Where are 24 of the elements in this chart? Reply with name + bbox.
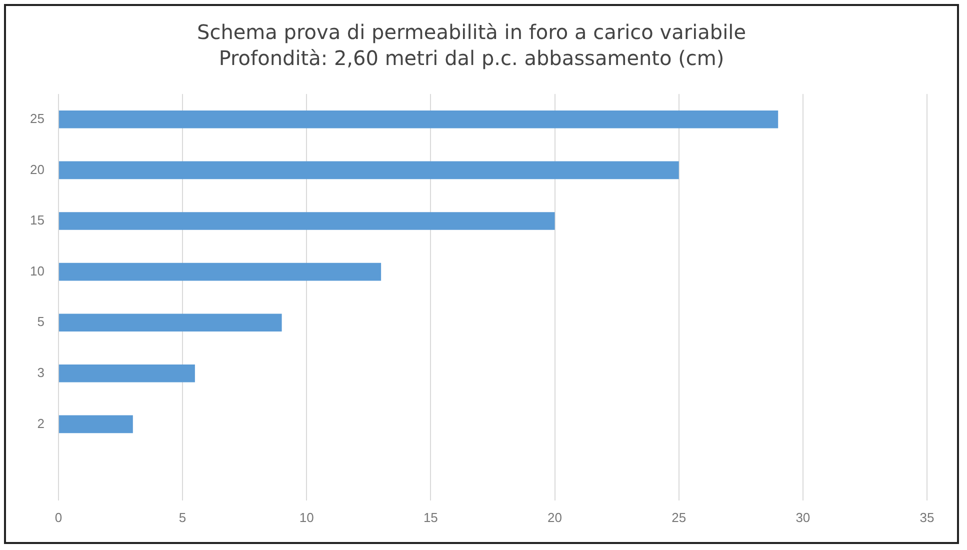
y-tick-label: 3 [37, 364, 44, 380]
bar [58, 110, 778, 128]
bar [58, 161, 679, 180]
y-tick-label: 20 [30, 162, 44, 177]
x-tick-label: 15 [423, 510, 438, 525]
y-tick-label: 5 [37, 314, 44, 330]
x-tick-label: 5 [178, 510, 186, 525]
chart-subtitle: Profondità: 2,60 metri dal p.c. abbassamento (cm) [218, 46, 724, 70]
bar [58, 364, 195, 382]
x-tick-label: 30 [796, 510, 810, 525]
y-tick-label: 15 [30, 212, 44, 228]
chart-title: Schema prova di permeabilità in foro a carico variabile [197, 20, 746, 44]
x-tick-label: 20 [548, 510, 562, 525]
x-tick-label: 25 [672, 510, 686, 525]
bar [58, 262, 382, 281]
y-tick-label: 25 [30, 110, 44, 126]
bar [58, 415, 133, 434]
bar [58, 212, 555, 230]
x-tick-label: 35 [920, 510, 934, 525]
bar [58, 314, 282, 332]
y-tick-label: 2 [37, 416, 44, 431]
x-tick-label: 10 [299, 510, 314, 525]
y-tick-label: 10 [30, 263, 44, 278]
x-tick-label: 0 [54, 510, 62, 525]
